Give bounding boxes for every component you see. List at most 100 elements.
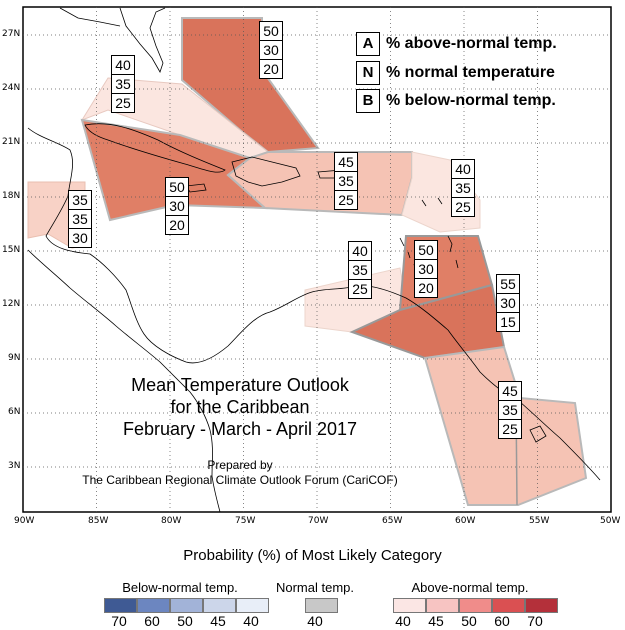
normal-prob: 35 [111, 74, 135, 94]
below-prob: 25 [348, 279, 372, 299]
key-text: % above-normal temp. [386, 35, 557, 52]
above-prob: 50 [165, 177, 189, 197]
lat-label: 21N [2, 137, 21, 147]
swatch-above-45 [426, 598, 459, 613]
lat-label: 27N [2, 29, 21, 39]
legend-value: 60 [494, 613, 510, 629]
swatch-below-40 [236, 598, 269, 613]
lon-label: 60W [455, 516, 476, 526]
prob-stack-bahamas: 50 30 20 [259, 21, 283, 79]
below-prob: 25 [498, 419, 522, 439]
normal-prob: 35 [68, 209, 92, 229]
prob-stack-hispaniola-pr: 45 35 25 [334, 152, 358, 210]
key-normal: N % normal temperature [356, 61, 555, 85]
normal-prob: 35 [451, 178, 475, 198]
swatch-above-60 [492, 598, 525, 613]
above-prob: 40 [348, 241, 372, 261]
normal-prob: 35 [498, 400, 522, 420]
lat-label: 24N [2, 83, 21, 93]
prob-stack-cuba-cayman: 50 30 20 [165, 177, 189, 235]
normal-prob: 30 [414, 259, 438, 279]
above-prob: 50 [259, 21, 283, 41]
lat-label: 15N [2, 245, 21, 255]
legend-value: 45 [210, 613, 226, 629]
normal-prob: 35 [334, 171, 358, 191]
normal-prob: 30 [259, 40, 283, 60]
normal-prob: 30 [496, 293, 520, 313]
prepared-line: The Caribbean Regional Climate Outlook F… [82, 473, 398, 487]
lon-label: 90W [14, 516, 35, 526]
key-letter: A [356, 32, 380, 56]
above-prob: 35 [68, 190, 92, 210]
legend-value: 70 [111, 613, 127, 629]
prob-stack-belize: 35 35 30 [68, 190, 92, 248]
below-prob: 30 [68, 228, 92, 248]
swatch-below-50 [170, 598, 203, 613]
title-line: Mean Temperature Outlook [131, 375, 349, 395]
legend-value: 70 [527, 613, 543, 629]
lon-label: 80W [161, 516, 182, 526]
legend-value: 40 [395, 613, 411, 629]
grid-lines [23, 7, 611, 512]
below-prob: 20 [259, 59, 283, 79]
swatch-above-40 [393, 598, 426, 613]
above-prob: 40 [451, 159, 475, 179]
below-prob: 15 [496, 312, 520, 332]
above-prob: 55 [496, 274, 520, 294]
above-prob: 45 [334, 152, 358, 172]
map-title-block: Mean Temperature Outlook for the Caribbe… [82, 374, 397, 488]
above-prob: 45 [498, 381, 522, 401]
lon-label: 85W [88, 516, 109, 526]
swatch-below-70 [104, 598, 137, 613]
prob-stack-windward-islands: 50 30 20 [414, 240, 438, 298]
lon-label: 55W [529, 516, 550, 526]
swatch-below-45 [203, 598, 236, 613]
normal-prob: 30 [165, 196, 189, 216]
normal-prob: 35 [348, 260, 372, 280]
prepared-line: Prepared by [207, 458, 273, 472]
lat-label: 18N [2, 191, 21, 201]
below-prob: 20 [414, 278, 438, 298]
key-below: B % below-normal temp. [356, 89, 556, 113]
key-above: A % above-normal temp. [356, 32, 557, 56]
prob-stack-n-lesser-antilles: 40 35 25 [451, 159, 475, 217]
legend-normal-title: Normal temp. [275, 580, 355, 595]
key-letter: N [356, 61, 380, 85]
title-line: February - March - April 2017 [122, 419, 358, 439]
lon-label: 70W [308, 516, 329, 526]
lat-label: 9N [8, 353, 21, 363]
swatch-above-70 [525, 598, 558, 613]
prob-stack-abc-islands: 40 35 25 [348, 241, 372, 299]
swatch-normal-40 [305, 598, 338, 613]
lat-label: 6N [8, 407, 21, 417]
lat-label: 12N [2, 299, 21, 309]
legend-value: 45 [428, 613, 444, 629]
prob-stack-florida-cuba-north: 40 35 25 [111, 55, 135, 113]
swatch-above-50 [459, 598, 492, 613]
legend-value: 50 [461, 613, 477, 629]
lat-label: 3N [8, 461, 21, 471]
swatch-below-60 [137, 598, 170, 613]
legend-above-title: Above-normal temp. [411, 580, 529, 595]
legend-title: Probability (%) of Most Likely Category [183, 547, 442, 564]
prob-stack-trinidad: 55 30 15 [496, 274, 520, 332]
legend-value: 50 [177, 613, 193, 629]
prob-stack-guianas: 45 35 25 [498, 381, 522, 439]
legend-value: 40 [243, 613, 259, 629]
legend-below-title: Below-normal temp. [122, 580, 238, 595]
key-letter: B [356, 89, 380, 113]
above-prob: 50 [414, 240, 438, 260]
below-prob: 20 [165, 215, 189, 235]
lon-label: 65W [382, 516, 403, 526]
coastlines [27, 7, 601, 513]
below-prob: 25 [451, 197, 475, 217]
above-prob: 40 [111, 55, 135, 75]
key-text: % below-normal temp. [386, 92, 556, 109]
lon-label: 50W [600, 516, 621, 526]
below-prob: 25 [111, 93, 135, 113]
lon-label: 75W [235, 516, 256, 526]
key-text: % normal temperature [386, 64, 555, 81]
legend-value: 40 [307, 613, 323, 629]
legend-value: 60 [144, 613, 160, 629]
